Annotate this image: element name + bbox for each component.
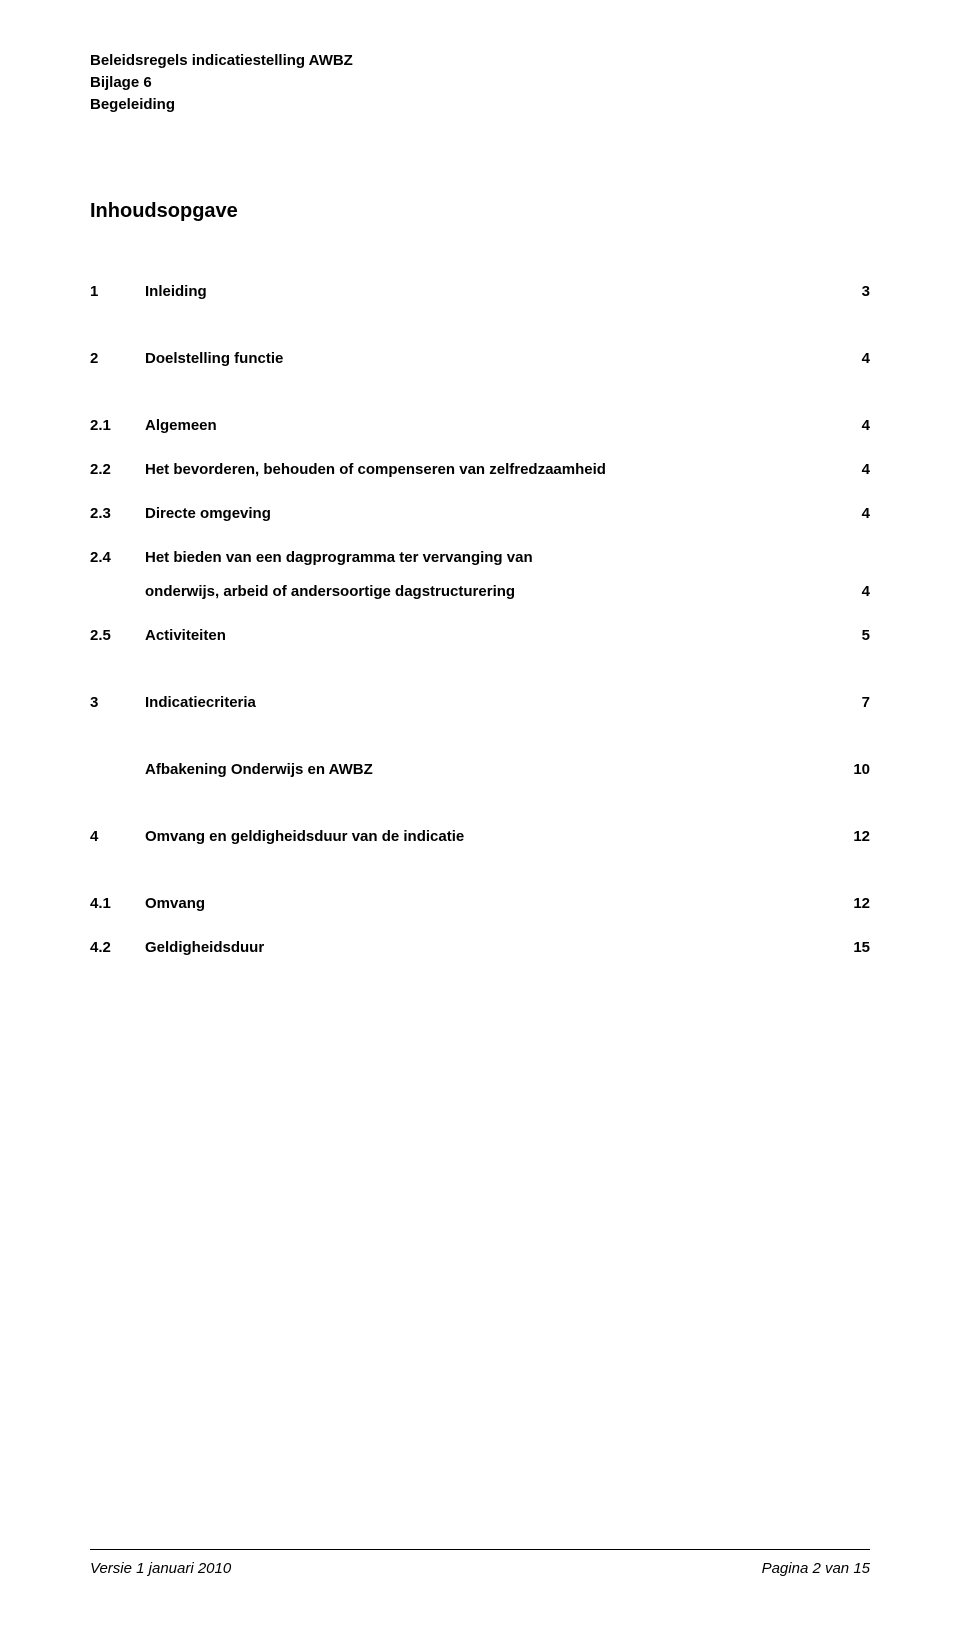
toc-row: 2Doelstelling functie4 (90, 350, 870, 367)
toc-number: 2.4 (90, 549, 145, 566)
toc-page: 5 (830, 627, 870, 644)
toc-label: Omvang en geldigheidsduur van de indicat… (145, 828, 830, 845)
toc-number: 4 (90, 828, 145, 845)
toc-label: Geldigheidsduur (145, 939, 830, 956)
toc-label: Inleiding (145, 283, 830, 300)
toc-number: 2.2 (90, 461, 145, 478)
toc-page: 12 (830, 895, 870, 912)
toc-row: 2.4Het bieden van een dagprogramma ter v… (90, 549, 870, 566)
toc-number: 4.1 (90, 895, 145, 912)
page-footer: Versie 1 januari 2010 Pagina 2 van 15 (90, 1549, 870, 1577)
toc-row: 4.1Omvang12 (90, 895, 870, 912)
footer-page-number: Pagina 2 van 15 (762, 1560, 870, 1577)
toc-row: 4.2Geldigheidsduur15 (90, 939, 870, 956)
toc-page: 4 (830, 461, 870, 478)
toc-page: 4 (830, 583, 870, 600)
toc-label: Omvang (145, 895, 830, 912)
header-line-3: Begeleiding (90, 94, 870, 116)
footer-divider (90, 1549, 870, 1550)
toc-number: 2.3 (90, 505, 145, 522)
toc-number: 2.1 (90, 417, 145, 434)
toc-label: Het bevorderen, behouden of compenseren … (145, 461, 830, 478)
header-line-2: Bijlage 6 (90, 72, 870, 94)
toc-number: 1 (90, 283, 145, 300)
toc-label: Activiteiten (145, 627, 830, 644)
toc-number: 3 (90, 694, 145, 711)
toc-row: Afbakening Onderwijs en AWBZ10 (90, 761, 870, 778)
toc-page: 7 (830, 694, 870, 711)
toc-label: Het bieden van een dagprogramma ter verv… (145, 549, 830, 566)
toc-number: 2 (90, 350, 145, 367)
toc-row: 1Inleiding3 (90, 283, 870, 300)
toc-label: Indicatiecriteria (145, 694, 830, 711)
toc-label: Afbakening Onderwijs en AWBZ (145, 761, 830, 778)
toc-page: 15 (830, 939, 870, 956)
toc-row: 2.5Activiteiten5 (90, 627, 870, 644)
toc-number: 2.5 (90, 627, 145, 644)
toc-row: 2.1Algemeen4 (90, 417, 870, 434)
header-line-1: Beleidsregels indicatiestelling AWBZ (90, 50, 870, 72)
toc-title: Inhoudsopgave (90, 200, 870, 223)
toc-page: 10 (830, 761, 870, 778)
toc-row: 4Omvang en geldigheidsduur van de indica… (90, 828, 870, 845)
toc-label: Algemeen (145, 417, 830, 434)
toc-label: Doelstelling functie (145, 350, 830, 367)
toc-row: onderwijs, arbeid of andersoortige dagst… (90, 583, 870, 600)
toc-page: 4 (830, 350, 870, 367)
document-header: Beleidsregels indicatiestelling AWBZ Bij… (90, 50, 870, 115)
toc-label: Directe omgeving (145, 505, 830, 522)
toc-page: 4 (830, 417, 870, 434)
toc-page: 12 (830, 828, 870, 845)
page: Beleidsregels indicatiestelling AWBZ Bij… (0, 0, 960, 1627)
toc-page: 3 (830, 283, 870, 300)
toc-number: 4.2 (90, 939, 145, 956)
table-of-contents: 1Inleiding32Doelstelling functie42.1Alge… (90, 283, 870, 956)
toc-label: onderwijs, arbeid of andersoortige dagst… (145, 583, 830, 600)
footer-version: Versie 1 januari 2010 (90, 1560, 231, 1577)
toc-row: 2.3Directe omgeving4 (90, 505, 870, 522)
toc-page: 4 (830, 505, 870, 522)
toc-row: 3Indicatiecriteria7 (90, 694, 870, 711)
toc-row: 2.2Het bevorderen, behouden of compenser… (90, 461, 870, 478)
